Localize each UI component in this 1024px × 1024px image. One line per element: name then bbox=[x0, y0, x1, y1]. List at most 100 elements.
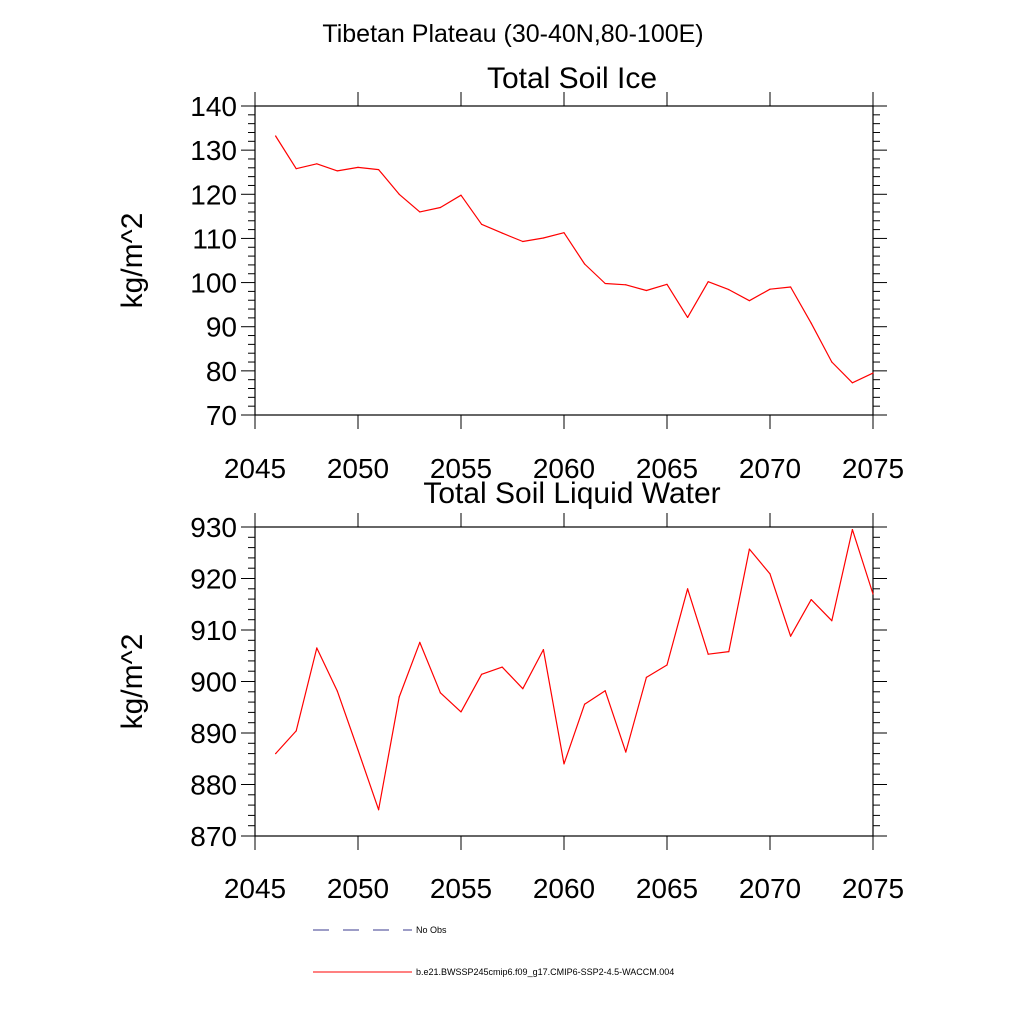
soil-ice-title: Total Soil Ice bbox=[487, 62, 657, 95]
soil-ice-data-point bbox=[707, 281, 709, 283]
soil-liquid-water-data-point bbox=[275, 753, 277, 755]
soil-liquid-water-data-point bbox=[439, 692, 441, 694]
soil-ice-ytick-label: 120 bbox=[190, 179, 237, 210]
soil-ice-ytick-label: 70 bbox=[206, 400, 237, 431]
soil-liquid-water-data-point bbox=[481, 673, 483, 675]
soil-ice-data-point bbox=[584, 263, 586, 265]
soil-ice-ytick-label: 110 bbox=[192, 223, 237, 254]
soil-liquid-water-ytick-label: 920 bbox=[190, 564, 237, 595]
soil-ice-data-point bbox=[275, 135, 277, 137]
soil-liquid-water-ytick-label: 930 bbox=[190, 512, 237, 543]
soil-liquid-water-data-point bbox=[707, 653, 709, 655]
soil-ice-xtick-label: 2070 bbox=[739, 453, 801, 484]
soil-ice-data-point bbox=[419, 211, 421, 213]
soil-ice-data-point bbox=[357, 166, 359, 168]
soil-liquid-water-data-point bbox=[790, 635, 792, 637]
soil-liquid-water-data-point bbox=[728, 651, 730, 653]
soil-ice-xtick-label: 2045 bbox=[224, 453, 286, 484]
soil-liquid-water-xtick-label: 2045 bbox=[224, 873, 286, 904]
soil-liquid-water-ytick-label: 900 bbox=[190, 667, 237, 698]
soil-liquid-water-series-line bbox=[275, 528, 874, 811]
soil-liquid-water-data-point bbox=[542, 648, 545, 651]
soil-ice-data-point bbox=[872, 372, 874, 374]
soil-ice-data-point bbox=[790, 286, 792, 288]
soil-liquid-water-xtick-label: 2050 bbox=[327, 873, 389, 904]
soil-liquid-water-data-point bbox=[316, 647, 318, 649]
soil-ice-xtick-label: 2060 bbox=[533, 453, 595, 484]
soil-liquid-water-data-point bbox=[357, 749, 359, 751]
soil-ice-ytick-label: 90 bbox=[206, 312, 237, 343]
soil-liquid-water-ytick-label: 880 bbox=[190, 770, 237, 801]
soil-liquid-water-data-point bbox=[584, 703, 586, 705]
soil-ice-data-point bbox=[687, 316, 689, 319]
soil-ice-ytick-label: 100 bbox=[190, 268, 237, 299]
soil-ice-data-point bbox=[604, 282, 606, 285]
soil-liquid-water-ytick-label: 870 bbox=[190, 821, 237, 852]
soil-ice-data-point bbox=[542, 237, 545, 239]
soil-liquid-water-xtick-label: 2070 bbox=[739, 873, 801, 904]
soil-liquid-water-data-point bbox=[563, 763, 565, 765]
soil-ice-data-point bbox=[522, 240, 524, 243]
soil-liquid-water-xtick-label: 2065 bbox=[636, 873, 698, 904]
soil-ice-data-point bbox=[728, 289, 730, 291]
soil-liquid-water-data-point bbox=[687, 588, 689, 590]
soil-liquid-water-data-point bbox=[851, 528, 854, 531]
soil-ice-data-point bbox=[378, 168, 380, 171]
soil-liquid-water-data-point bbox=[460, 711, 462, 713]
soil-ice-data-point bbox=[666, 283, 668, 285]
soil-ice-xtick-label: 2065 bbox=[636, 453, 698, 484]
soil-liquid-water-frame bbox=[254, 526, 874, 837]
soil-liquid-water-data-point bbox=[295, 730, 297, 732]
soil-ice-data-point bbox=[769, 288, 771, 290]
soil-ice-data-point bbox=[645, 289, 648, 292]
soil-liquid-water-data-point bbox=[522, 688, 524, 690]
soil-ice-data-point bbox=[481, 223, 483, 225]
figure-suptitle: Tibetan Plateau (30-40N,80-100E) bbox=[322, 20, 703, 48]
soil-ice-data-point bbox=[851, 382, 854, 384]
soil-liquid-water-title: Total Soil Liquid Water bbox=[423, 477, 720, 510]
soil-ice-xtick-label: 2050 bbox=[327, 453, 389, 484]
soil-ice-data-point bbox=[316, 163, 318, 165]
soil-liquid-water-panel: Total Soil Liquid Water 870 880 890 900 910 92… bbox=[116, 477, 904, 904]
soil-liquid-water-data-point bbox=[501, 666, 503, 668]
soil-liquid-water-ytick-label: 910 bbox=[190, 615, 237, 646]
soil-ice-xtick-label: 2075 bbox=[842, 453, 904, 484]
soil-ice-data-point bbox=[439, 206, 441, 209]
soil-ice-data-point bbox=[398, 193, 400, 195]
legend: No Obs b.e21.BWSSP245cmip6.f09_g17.CMIP6… bbox=[313, 925, 674, 977]
soil-liquid-water-data-point bbox=[769, 573, 771, 575]
soil-ice-ytick-label: 130 bbox=[190, 135, 237, 166]
soil-liquid-water-xtick-label: 2055 bbox=[430, 873, 492, 904]
soil-liquid-water-data-point bbox=[604, 690, 606, 692]
soil-ice-data-point bbox=[295, 168, 297, 170]
soil-ice-data-point bbox=[810, 322, 812, 324]
soil-ice-data-point bbox=[563, 232, 565, 234]
soil-liquid-water-ytick-label: 890 bbox=[190, 718, 237, 749]
soil-liquid-water-data-point bbox=[419, 641, 421, 643]
soil-ice-ytick-label: 80 bbox=[206, 356, 237, 387]
soil-ice-data-point bbox=[460, 194, 462, 196]
soil-ice-xtick-label: 2055 bbox=[430, 453, 492, 484]
soil-liquid-water-data-point bbox=[810, 599, 812, 601]
soil-ice-data-point bbox=[336, 170, 338, 172]
soil-ice-data-point bbox=[748, 300, 751, 302]
soil-ice-ytick-label: 140 bbox=[190, 91, 237, 122]
soil-liquid-water-data-point bbox=[645, 676, 648, 678]
legend-no-obs-label: No Obs bbox=[416, 925, 447, 935]
soil-liquid-water-xtick-label: 2075 bbox=[842, 873, 904, 904]
soil-ice-series-line bbox=[275, 135, 874, 384]
soil-ice-frame bbox=[254, 105, 874, 416]
soil-liquid-water-data-point bbox=[378, 809, 380, 811]
soil-ice-data-point bbox=[625, 284, 627, 286]
soil-ice-data-point bbox=[501, 232, 503, 234]
soil-liquid-water-data-point bbox=[625, 751, 627, 753]
legend-model-label: b.e21.BWSSP245cmip6.f09_g17.CMIP6-SSP2-4… bbox=[416, 967, 674, 977]
soil-liquid-water-data-point bbox=[748, 548, 751, 550]
soil-liquid-water-data-point bbox=[666, 664, 668, 666]
soil-liquid-water-data-point bbox=[831, 620, 833, 622]
soil-liquid-water-data-point bbox=[336, 690, 338, 692]
soil-liquid-water-ylabel: kg/m^2 bbox=[116, 634, 149, 730]
soil-ice-data-point bbox=[831, 361, 833, 363]
soil-ice-ylabel: kg/m^2 bbox=[116, 213, 149, 309]
